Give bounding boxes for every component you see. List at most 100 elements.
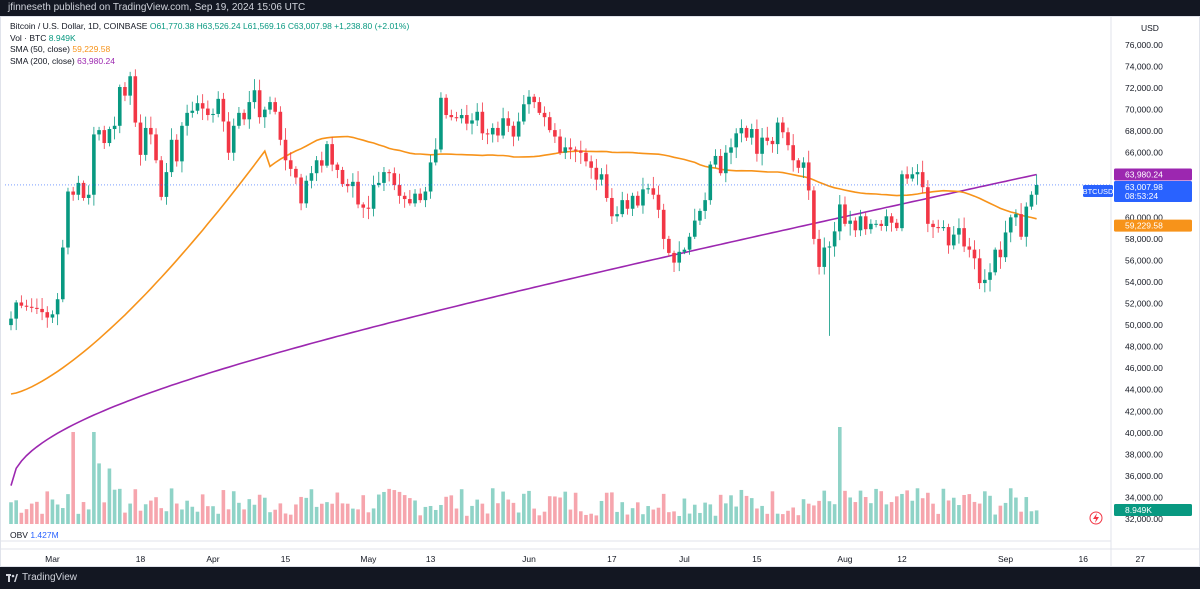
candle-body <box>770 140 775 145</box>
symbol-tag: BTCUSD <box>1083 187 1114 196</box>
legend-volume-row[interactable]: Vol · BTC 8.949K <box>10 33 409 45</box>
x-tick-label: Mar <box>45 554 60 564</box>
volume-bar <box>1029 511 1034 524</box>
candle-body <box>527 96 531 105</box>
volume-bar <box>698 512 702 524</box>
volume-bar <box>418 515 423 524</box>
volume-bar <box>61 508 65 524</box>
legend-symbol: Bitcoin / U.S. Dollar, 1D, COINBASE <box>10 21 148 31</box>
candle-body <box>128 76 132 96</box>
volume-bar <box>656 507 661 524</box>
candle-body <box>273 102 277 112</box>
volume-bar <box>620 502 625 524</box>
y-tick-label: 46,000.00 <box>1125 363 1163 373</box>
candle-body <box>351 181 355 187</box>
candle-body <box>615 214 619 217</box>
candle-body <box>371 185 376 209</box>
candle-body <box>791 145 795 161</box>
volume-bar <box>320 503 324 524</box>
volume-bar <box>962 494 966 524</box>
x-tick-label: 18 <box>136 554 146 564</box>
candle-body <box>92 134 96 195</box>
legend-sma200-row[interactable]: SMA (200, close) 63,980.24 <box>10 56 409 68</box>
volume-bar <box>252 504 257 524</box>
candle-body <box>506 118 511 126</box>
x-tick-label: Jul <box>679 554 690 564</box>
candle-body <box>61 247 65 300</box>
volume-bar <box>527 490 531 524</box>
candle-body <box>169 139 174 173</box>
legend-sma50-row[interactable]: SMA (50, close) 59,229.58 <box>10 44 409 56</box>
volume-bar <box>81 502 86 524</box>
volume-bar <box>692 504 697 524</box>
volume-bar <box>397 491 402 524</box>
volume-bar <box>97 463 101 524</box>
volume-bar <box>200 494 205 524</box>
x-tick-label: 15 <box>752 554 762 564</box>
volume-bar <box>558 497 562 524</box>
volume-bar <box>475 499 479 524</box>
candle-body <box>490 127 495 135</box>
volume-bar <box>894 496 899 524</box>
legend-symbol-row[interactable]: Bitcoin / U.S. Dollar, 1D, COINBASE O61,… <box>10 21 409 33</box>
volume-bar <box>314 506 319 524</box>
candle-body <box>50 314 55 318</box>
candle-body <box>304 180 309 204</box>
candle-body <box>698 210 702 221</box>
volume-bar <box>1024 497 1029 524</box>
candle-body <box>439 97 443 150</box>
volume-bar <box>371 508 376 524</box>
volume-bar <box>1008 488 1013 524</box>
candle-body <box>915 172 920 175</box>
volume-bar <box>299 496 303 524</box>
volume-bar <box>428 505 433 524</box>
volume-bar <box>138 510 143 524</box>
volume-bar <box>490 488 495 524</box>
candle-body <box>55 299 60 315</box>
volume-bar <box>117 488 122 524</box>
volume-bar <box>501 491 505 524</box>
candle-body <box>268 102 272 110</box>
volume-bar <box>718 494 723 524</box>
candle-body <box>309 173 314 181</box>
candle-body <box>532 96 536 103</box>
volume-bar <box>112 489 117 524</box>
candle-body <box>884 216 889 226</box>
candle-body <box>998 249 1003 258</box>
candle-body <box>661 209 666 239</box>
candle-body <box>283 139 288 161</box>
volume-bar <box>983 491 987 524</box>
volume-bar <box>107 468 112 524</box>
volume-bar <box>55 504 60 524</box>
candle-body <box>387 172 391 174</box>
volume-bar <box>889 502 894 524</box>
y-tick-label: 54,000.00 <box>1125 277 1163 287</box>
candle-body <box>692 220 697 237</box>
volume-bar <box>454 508 459 524</box>
candle-body <box>724 152 728 174</box>
candle-body <box>522 104 526 122</box>
volume-bar <box>92 432 96 524</box>
candle-body <box>620 200 625 215</box>
volume-bar <box>734 506 738 524</box>
candle-body <box>786 132 790 146</box>
candle-body <box>734 133 738 148</box>
candle-body <box>584 152 588 162</box>
price-chart[interactable]: USD 76,000.00 74,000.00 72,000.00 70,000.00 6… <box>1 17 1199 566</box>
candle-body <box>154 134 158 161</box>
candle-body <box>24 305 29 307</box>
x-tick-label: 16 <box>1079 554 1089 564</box>
candle-body <box>149 127 153 135</box>
volume-bar <box>703 502 707 524</box>
volume-bar <box>133 489 138 524</box>
volume-bar <box>174 503 179 524</box>
tradingview-logo-icon <box>6 574 18 582</box>
volume-bar <box>50 499 55 524</box>
candle-body <box>226 121 231 153</box>
candle-body <box>682 249 687 252</box>
volume-bar <box>817 500 821 524</box>
volume-bar <box>884 504 889 524</box>
volume-bar <box>439 504 443 524</box>
candle-body <box>397 185 402 196</box>
obv-legend[interactable]: OBV 1.427M <box>10 530 59 540</box>
